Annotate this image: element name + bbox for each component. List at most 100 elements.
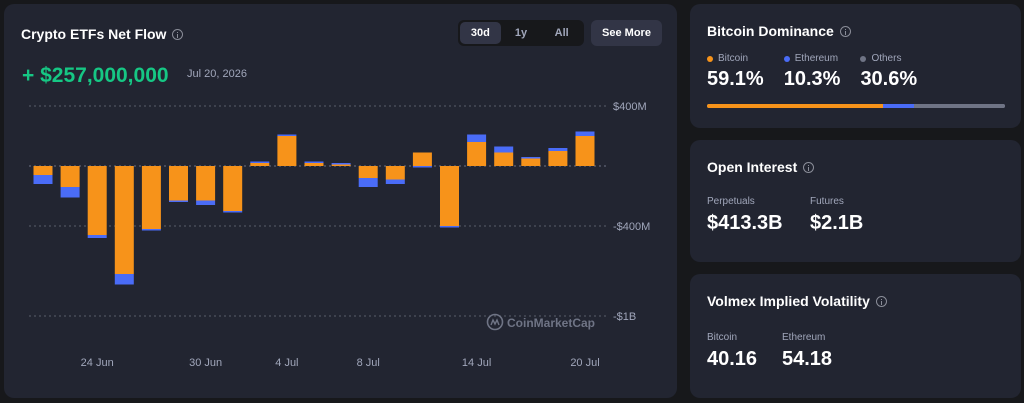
- legend-label-ethereum: Ethereum: [794, 53, 839, 64]
- y-tick-label: -$1B: [613, 311, 636, 323]
- bar-ethereum[interactable]: [114, 274, 134, 285]
- bar-bitcoin[interactable]: [277, 136, 297, 166]
- open-interest-title-text: Open Interest: [707, 159, 798, 175]
- futures-label: Futures: [810, 196, 844, 207]
- bitcoin-volatility-value: 40.16: [707, 348, 758, 370]
- dominance-title: Bitcoin Dominance: [707, 23, 851, 39]
- label-layer: $400M -$400M -$1B 24 Jun 30 Jun 4 Jul 8 Jul 14 …: [81, 101, 651, 369]
- dominance-value-bitcoin: 59.1%: [707, 68, 764, 90]
- bar-ethereum[interactable]: [196, 200, 216, 206]
- watermark-text: CoinMarketCap: [507, 316, 595, 330]
- bar-bitcoin[interactable]: [60, 166, 80, 187]
- bar-ethereum[interactable]: [250, 161, 270, 164]
- bar-bitcoin[interactable]: [250, 163, 270, 166]
- dominance-segment-others: [913, 104, 1005, 108]
- watermark: CoinMarketCap: [486, 313, 595, 331]
- bitcoin-volatility-stat: Bitcoin 40.16: [707, 332, 757, 371]
- bar-bitcoin[interactable]: [331, 164, 351, 167]
- bar-bitcoin[interactable]: [521, 158, 541, 167]
- dominance-progress-bar: [707, 104, 1005, 108]
- bar-ethereum[interactable]: [412, 166, 432, 168]
- legend-label-bitcoin: Bitcoin: [718, 53, 749, 64]
- bar-bitcoin[interactable]: [412, 152, 432, 167]
- etf-net-flow-card: Crypto ETFs Net Flow + $257,000,000 Jul …: [4, 4, 677, 398]
- bar-ethereum[interactable]: [141, 229, 161, 231]
- tab-1y[interactable]: 1y: [514, 27, 528, 39]
- y-tick-label: -$400M: [613, 221, 650, 233]
- bar-bitcoin[interactable]: [223, 166, 243, 211]
- bar-bitcoin[interactable]: [114, 166, 134, 274]
- bar-bitcoin[interactable]: [358, 166, 378, 178]
- x-tick-label: 20 Jul: [570, 357, 599, 369]
- bar-ethereum[interactable]: [385, 179, 405, 185]
- bar-bitcoin[interactable]: [141, 166, 161, 229]
- bar-bitcoin[interactable]: [33, 166, 53, 175]
- bar-bitcoin[interactable]: [385, 166, 405, 180]
- perpetuals-value: $413.3B: [707, 212, 783, 234]
- bar-ethereum[interactable]: [331, 163, 351, 165]
- bar-bitcoin[interactable]: [575, 136, 595, 166]
- tab-all[interactable]: All: [554, 27, 569, 39]
- info-icon[interactable]: [839, 25, 851, 37]
- net-flow-date: Jul 20, 2026: [187, 68, 247, 80]
- bar-bitcoin[interactable]: [169, 166, 188, 201]
- y-tick-label: $400M: [613, 101, 647, 113]
- bar-ethereum[interactable]: [548, 148, 568, 151]
- futures-stat: Futures $2.1B: [810, 196, 863, 235]
- dominance-segment-bitcoin: [707, 104, 884, 108]
- dominance-legend: Bitcoin 59.1% Ethereum 10.3% Others 30.6…: [707, 53, 937, 91]
- info-icon[interactable]: [875, 295, 887, 307]
- bar-bitcoin[interactable]: [196, 166, 216, 201]
- volatility-title: Volmex Implied Volatility: [707, 293, 887, 309]
- see-more-button[interactable]: See More: [591, 20, 662, 46]
- bitcoin-dominance-card: Bitcoin Dominance Bitcoin 59.1% Ethereum…: [690, 4, 1021, 128]
- dominance-value-ethereum: 10.3%: [783, 68, 841, 90]
- etf-card-title: Crypto ETFs Net Flow: [21, 26, 184, 42]
- net-flow-value: + $257,000,000: [22, 64, 169, 87]
- volatility-card: Volmex Implied Volatility Bitcoin 40.16 …: [690, 274, 1021, 398]
- bar-bitcoin[interactable]: [304, 163, 324, 166]
- ethereum-volatility-stat: Ethereum 54.18: [782, 332, 832, 371]
- bar-ethereum[interactable]: [440, 226, 459, 228]
- bar-ethereum[interactable]: [521, 157, 541, 159]
- coinmarketcap-logo-mark-icon: [490, 318, 500, 326]
- bar-ethereum[interactable]: [223, 211, 243, 213]
- perpetuals-stat: Perpetuals $413.3B: [707, 196, 783, 235]
- legend-label-others: Others: [871, 53, 902, 64]
- bar-ethereum[interactable]: [60, 187, 80, 198]
- info-icon[interactable]: [803, 161, 815, 173]
- others-dot-icon: [860, 55, 867, 62]
- volatility-title-text: Volmex Implied Volatility: [707, 293, 870, 309]
- bar-layer: [33, 131, 595, 285]
- bar-bitcoin[interactable]: [494, 152, 514, 167]
- bar-ethereum[interactable]: [87, 235, 107, 238]
- bar-bitcoin[interactable]: [440, 166, 459, 226]
- legend-item-ethereum: Ethereum 10.3%: [783, 53, 841, 91]
- coinmarketcap-logo-icon: [486, 313, 504, 331]
- x-tick-label: 24 Jun: [81, 357, 114, 369]
- range-tabs: 30d 1y All: [458, 20, 584, 46]
- bar-bitcoin[interactable]: [467, 142, 487, 166]
- dominance-value-others: 30.6%: [860, 68, 918, 90]
- bar-ethereum[interactable]: [169, 200, 188, 203]
- bitcoin-volatility-label: Bitcoin: [707, 332, 738, 343]
- etf-flow-chart: $400M -$400M -$1B 24 Jun 30 Jun 4 Jul 8 Jul 14 …: [29, 101, 651, 369]
- bar-ethereum[interactable]: [467, 134, 487, 143]
- ethereum-volatility-label: Ethereum: [782, 332, 826, 343]
- bar-bitcoin[interactable]: [87, 166, 107, 235]
- bar-ethereum[interactable]: [358, 178, 378, 187]
- x-tick-label: 8 Jul: [357, 357, 380, 369]
- bar-ethereum[interactable]: [575, 131, 595, 137]
- x-tick-label: 4 Jul: [275, 357, 298, 369]
- bar-bitcoin[interactable]: [548, 151, 568, 166]
- bar-ethereum[interactable]: [277, 134, 297, 137]
- bar-ethereum[interactable]: [494, 146, 514, 153]
- info-icon[interactable]: [172, 28, 184, 40]
- bar-ethereum[interactable]: [304, 161, 324, 164]
- futures-value: $2.1B: [810, 212, 864, 234]
- dominance-segment-ethereum: [883, 104, 914, 108]
- perpetuals-label: Perpetuals: [707, 196, 755, 207]
- tab-30d[interactable]: 30d: [460, 22, 501, 44]
- bar-ethereum[interactable]: [33, 175, 53, 184]
- legend-item-others: Others 30.6%: [860, 53, 917, 91]
